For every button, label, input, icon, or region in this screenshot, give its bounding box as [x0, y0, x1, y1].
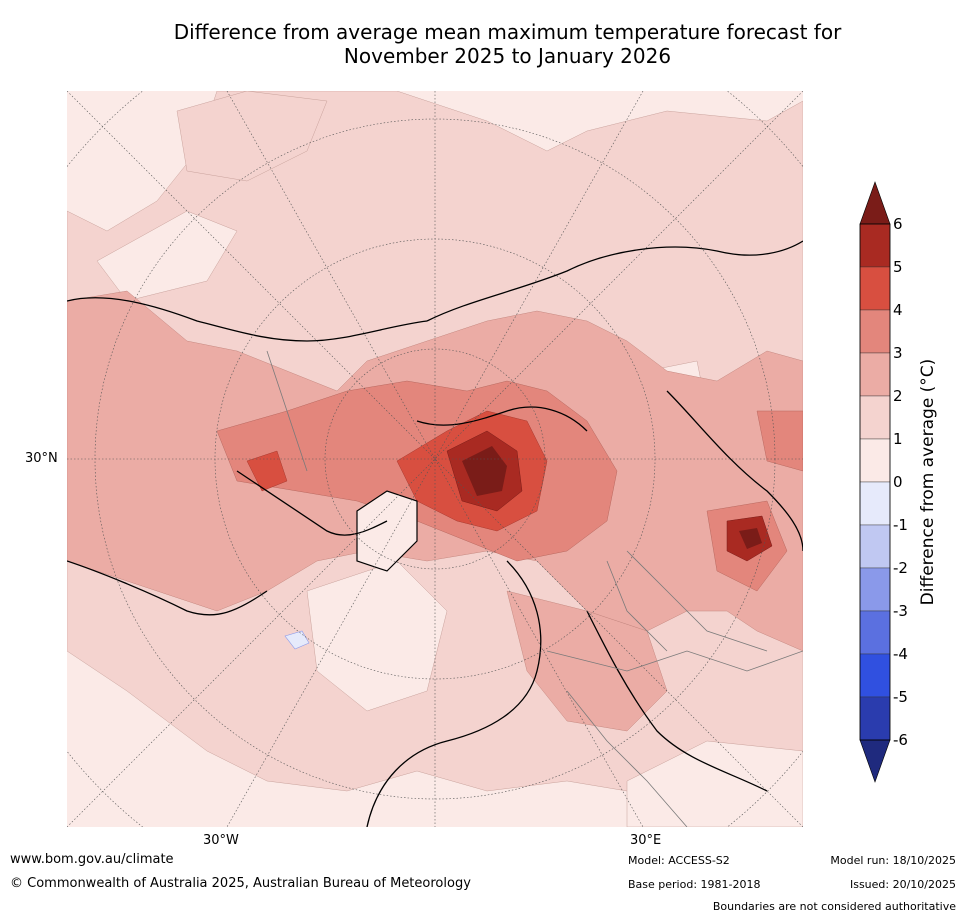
graticule: [67, 91, 803, 827]
colorbar-tick-label: 0: [893, 473, 903, 491]
title-line-1: Difference from average mean maximum tem…: [173, 20, 842, 44]
coastlines: [67, 240, 803, 827]
colorbar-tick-label: -4: [893, 645, 908, 663]
colorbar-tick-label: 4: [893, 301, 903, 319]
anomaly-band-3-4-siberia-east: [756, 410, 803, 472]
forecast-map: [67, 91, 803, 827]
colorbar-title: Difference from average (°C): [918, 358, 938, 606]
footer-model: Model: ACCESS-S2: [628, 854, 730, 867]
footer-disclaimer: Boundaries are not considered authoritat…: [712, 900, 956, 913]
colorbar-band: [859, 395, 891, 440]
colorbar-tick-label: 3: [893, 344, 903, 362]
colorbar-tick-label: 6: [893, 215, 903, 233]
colorbar-band: [859, 696, 891, 741]
colorbar-band: [859, 481, 891, 526]
colorbar-band: [859, 610, 891, 655]
cool-patch-atlantic: [284, 630, 310, 650]
anomaly-band-1-2-north-pacific: [176, 91, 328, 182]
lon-label-30e: 30°E: [630, 833, 662, 848]
colorbar-band: [859, 524, 891, 569]
colorbar-band: [859, 438, 891, 483]
colorbar: [859, 181, 891, 783]
colorbar-band: [859, 309, 891, 354]
lon-label-30w: 30°W: [203, 833, 239, 848]
footer-url[interactable]: www.bom.gov.au/climate: [10, 852, 174, 867]
colorbar-tick-label: -5: [893, 688, 908, 706]
colorbar-tick-label: 1: [893, 430, 903, 448]
footer-base-period: Base period: 1981-2018: [628, 878, 761, 891]
footer-copyright: © Commonwealth of Australia 2025, Austra…: [10, 876, 471, 891]
anomaly-band-4-5-alaska: [246, 450, 288, 492]
chart-title: Difference from average mean maximum tem…: [0, 20, 965, 68]
anomaly-band-6-plus-kara: [462, 446, 507, 496]
map-svg: [67, 91, 803, 827]
colorbar-top-arrow: [859, 181, 891, 225]
country-borders: [266, 350, 803, 827]
colorbar-tick-label: 2: [893, 387, 903, 405]
colorbar-bands: [859, 223, 891, 741]
colorbar-bottom-arrow: [859, 739, 891, 783]
colorbar-tick-label: -1: [893, 516, 908, 534]
colorbar-band: [859, 653, 891, 698]
anomaly-band-6-plus-china: [739, 528, 762, 549]
colorbar-band: [859, 266, 891, 311]
colorbar-tick-label: 5: [893, 258, 903, 276]
anomaly-band-0-1-mediterranean: [626, 740, 803, 827]
colorbar-tick-label: -6: [893, 731, 908, 749]
colorbar-band: [859, 223, 891, 268]
footer-issued: Issued: 20/10/2025: [849, 878, 956, 891]
footer-model-run: Model run: 18/10/2025: [830, 854, 956, 867]
title-line-2: November 2025 to January 2026: [343, 44, 672, 68]
colorbar-tick-label: -3: [893, 602, 908, 620]
greenland-low-anomaly: [356, 490, 418, 572]
colorbar-band: [859, 352, 891, 397]
lat-label-30n: 30°N: [25, 451, 58, 466]
colorbar-tick-label: -2: [893, 559, 908, 577]
colorbar-band: [859, 567, 891, 612]
